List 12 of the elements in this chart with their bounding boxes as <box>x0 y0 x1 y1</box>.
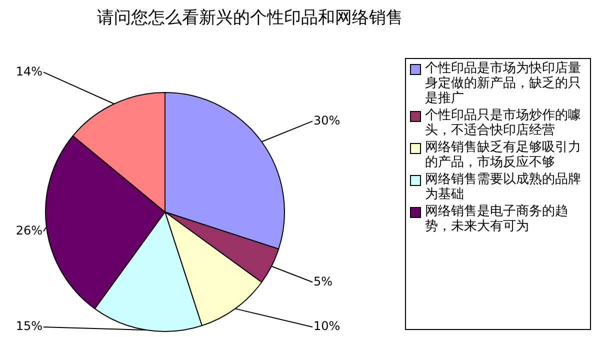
chart-title: 请问您怎么看新兴的个性印品和网络销售 <box>96 7 404 29</box>
legend-label: 网络销售缺乏有足够吸引力的产品，市场反应不够 <box>425 140 582 170</box>
legend-label: 个性印品是市场为快印店量身定做的新产品，缺乏的只是推广 <box>425 61 582 106</box>
data-label: 30% <box>314 113 340 128</box>
data-label: 5% <box>314 274 333 288</box>
data-label: 15% <box>16 319 42 334</box>
data-label: 26% <box>16 223 42 238</box>
legend-label: 网络销售需要以成熟的品牌为基础 <box>425 172 582 202</box>
data-label: 14% <box>16 64 42 78</box>
legend-label: 个性印品只是市场炒作的噱头，不适合快印店经营 <box>425 108 582 138</box>
data-label: 10% <box>314 319 340 334</box>
legend-label: 网络销售是电子商务的趋势，未来大有可为 <box>425 204 569 234</box>
